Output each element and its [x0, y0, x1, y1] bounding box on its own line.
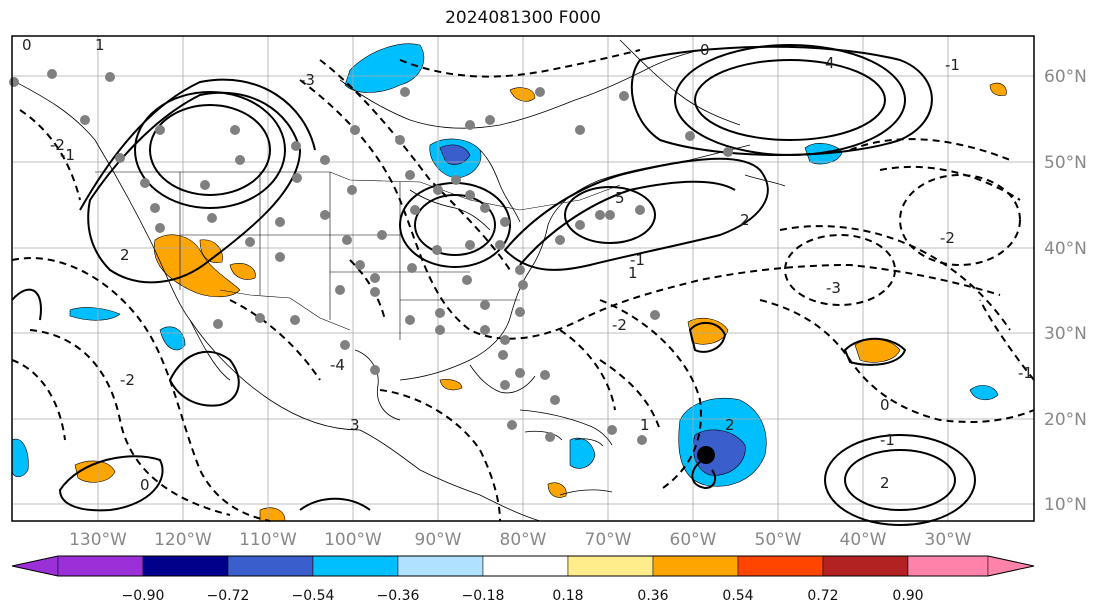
- map-title: 2024081300 F000: [445, 8, 601, 28]
- colorbar-segment: [227, 555, 314, 577]
- colorbar-tick: 0.36: [637, 588, 668, 604]
- colorbar-segment: [737, 555, 824, 577]
- contour-label: 2: [740, 211, 750, 229]
- contour-label: 0: [880, 396, 890, 414]
- longitude-labels: 130°W 120°W 110°W 100°W 90°W 80°W 70°W 6…: [69, 530, 972, 550]
- colorbar-segment: [567, 555, 654, 577]
- colorbar-segment: [652, 555, 739, 577]
- lon-label: 50°W: [755, 530, 802, 550]
- lon-label: 110°W: [239, 530, 297, 550]
- colorbar-tick: 0.54: [722, 588, 753, 604]
- contour-label: -1: [945, 56, 960, 74]
- lon-label: 100°W: [324, 530, 382, 550]
- colorbar-tick: 0.18: [552, 588, 583, 604]
- solid-contours: [11, 44, 976, 526]
- colorbar-tick: −0.72: [207, 588, 250, 604]
- contour-label: -3: [300, 71, 315, 89]
- latitude-labels: 60°N 50°N 40°N 30°N 20°N 10°N: [1044, 67, 1087, 515]
- colorbar-segment: [822, 555, 909, 577]
- colorbar-segment: [142, 555, 229, 577]
- contour-label: -2: [50, 136, 65, 154]
- colorbar-segment: [11, 555, 59, 577]
- lat-label: 10°N: [1044, 495, 1087, 515]
- lon-label: 60°W: [670, 530, 717, 550]
- lon-label: 30°W: [925, 530, 972, 550]
- dashed-contours: [11, 49, 1035, 522]
- lon-label: 130°W: [69, 530, 127, 550]
- contour-labels: 0 1 2 -1 -2 -3 -4 3 4 5 -1 0 -2 1 2 -2 -…: [22, 36, 1033, 494]
- contour-label: 1: [640, 416, 650, 434]
- contour-label: -1: [880, 431, 895, 449]
- lon-label: 120°W: [154, 530, 212, 550]
- contour-label: 1: [628, 264, 638, 282]
- colorbar-segment: [397, 555, 484, 577]
- contour-label: 2: [725, 416, 735, 434]
- colorbar-tick: −0.36: [377, 588, 420, 604]
- colorbar-tick: −0.18: [462, 588, 505, 604]
- contour-label: -2: [120, 371, 135, 389]
- lat-label: 50°N: [1044, 153, 1087, 173]
- contour-label: -1: [60, 146, 75, 164]
- contour-label: 0: [700, 41, 710, 59]
- shaded-fields: [11, 43, 1007, 522]
- contour-label: 2: [880, 474, 890, 492]
- lon-label: 40°W: [840, 530, 887, 550]
- colorbar-segment: [57, 555, 144, 577]
- colorbar-tick: −0.90: [122, 588, 165, 604]
- contour-label: 2: [120, 246, 130, 264]
- storm-track: [691, 461, 717, 490]
- contour-label: -4: [330, 356, 345, 374]
- colorbar-segment: [482, 555, 569, 577]
- lat-label: 30°N: [1044, 324, 1087, 344]
- contour-label: 4: [825, 54, 835, 72]
- colorbar-tick: −0.54: [292, 588, 335, 604]
- colorbar-tick: 0.90: [892, 588, 923, 604]
- colorbar-tick: 0.72: [807, 588, 838, 604]
- station-markers: [9, 69, 733, 445]
- colorbar: [11, 555, 1035, 577]
- contour-label: 0: [22, 36, 32, 54]
- storm-center-marker: [697, 446, 715, 464]
- contour-label: -1: [1018, 364, 1033, 382]
- lat-label: 40°N: [1044, 239, 1087, 259]
- colorbar-segment: [312, 555, 399, 577]
- contour-label: 0: [140, 476, 150, 494]
- colorbar-segment: [987, 555, 1035, 577]
- contour-label: 1: [95, 36, 105, 54]
- contour-label: -2: [612, 316, 627, 334]
- lon-label: 70°W: [585, 530, 632, 550]
- contour-label: -3: [826, 279, 841, 297]
- political-borders: [95, 171, 621, 340]
- lat-label: 20°N: [1044, 410, 1087, 430]
- lon-label: 80°W: [500, 530, 547, 550]
- colorbar-ticks: −0.90 −0.72 −0.54 −0.36 −0.18 0.18 0.36 …: [122, 588, 924, 604]
- colorbar-segment: [907, 555, 989, 577]
- contour-label: 5: [615, 189, 625, 207]
- contour-label: 3: [350, 416, 360, 434]
- contour-label: -1: [630, 251, 645, 269]
- lon-label: 90°W: [415, 530, 462, 550]
- contour-label: -2: [940, 229, 955, 247]
- lat-label: 60°N: [1044, 67, 1087, 87]
- map-border: [11, 35, 1035, 522]
- graticule: [12, 36, 1034, 521]
